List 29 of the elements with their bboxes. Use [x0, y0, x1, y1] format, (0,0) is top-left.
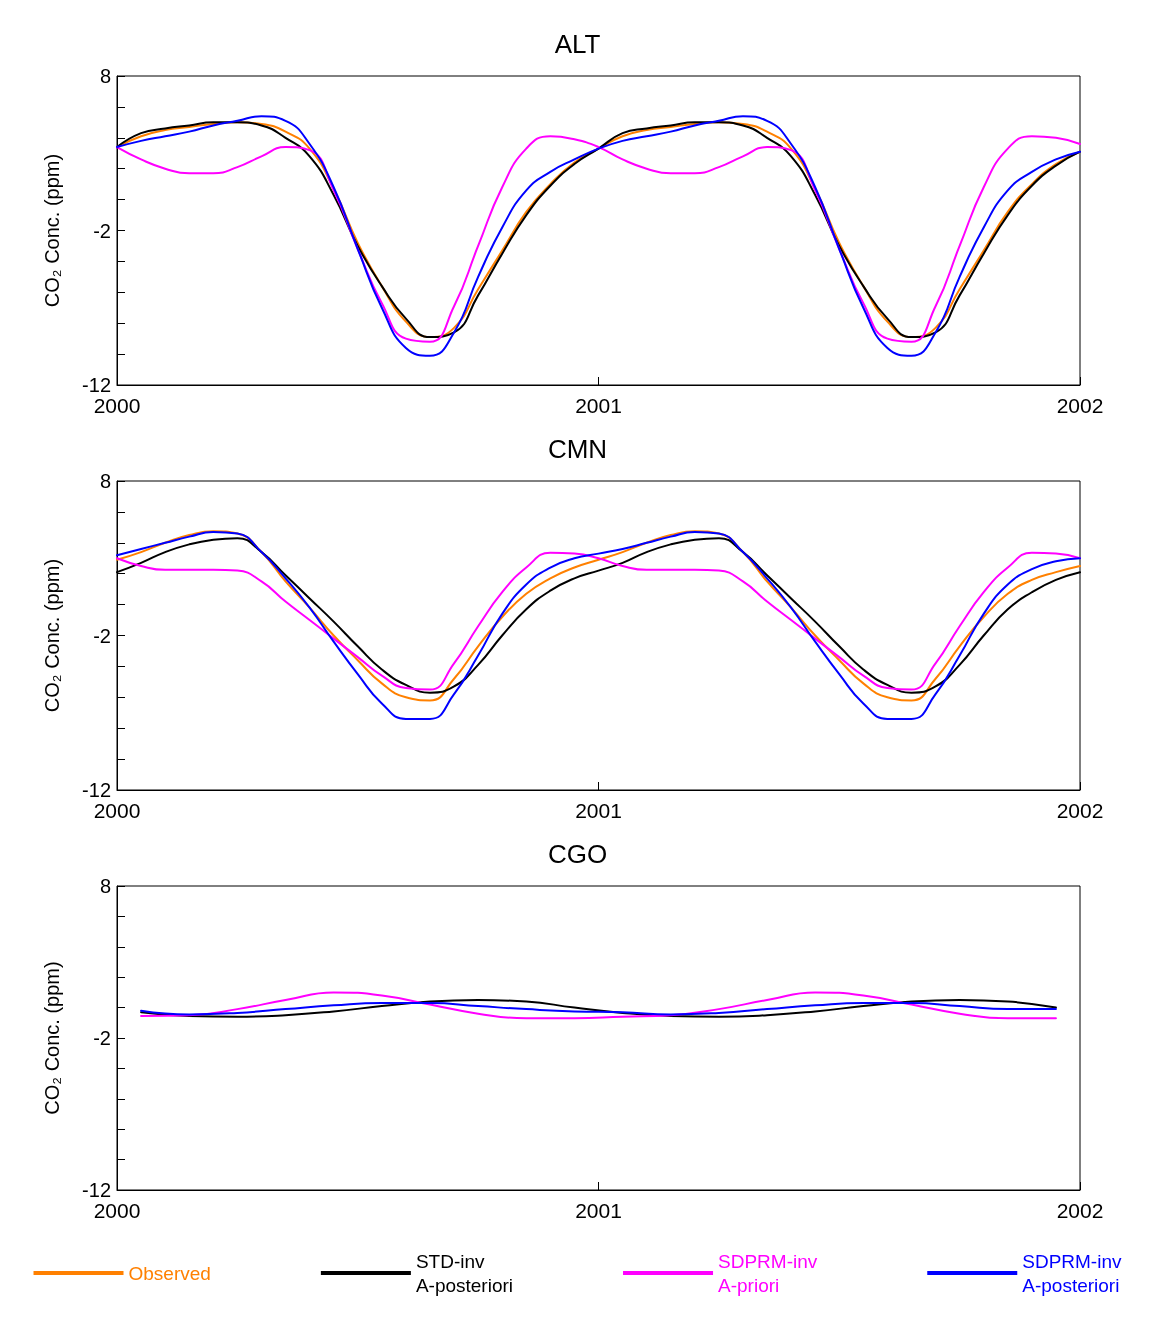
y-tick-label: -2: [93, 1027, 111, 1049]
x-tick-label: 2002: [1056, 799, 1104, 822]
x-tick-label: 2001: [575, 1199, 622, 1222]
y-tick-label: -2: [93, 219, 111, 242]
x-tick-label: 2001: [575, 799, 622, 822]
x-tick-label: 2000: [93, 799, 141, 822]
legend-label: SDPRM-inv A-priori: [718, 1250, 818, 1296]
y-tick-label: 8: [99, 875, 111, 897]
legend-label: STD-inv A-posteriori: [415, 1250, 514, 1296]
x-tick-label: 2001: [575, 394, 622, 417]
x-tick-label: 2002: [1056, 394, 1104, 417]
y-tick-label: 8: [99, 470, 111, 492]
y-tick-label: -12: [82, 1179, 111, 1201]
y-axis-title: CO₂ Conc. (ppm): [41, 961, 63, 1115]
chart-title: CGO: [547, 839, 608, 869]
y-tick-label: 8: [99, 65, 111, 87]
y-tick-label: -12: [82, 374, 111, 396]
y-tick-label: -2: [93, 624, 111, 647]
y-tick-label: -12: [82, 779, 111, 801]
y-axis-title: CO₂ Conc. (ppm): [41, 153, 63, 308]
legend-label: SDPRM-inv A-posteriori: [1022, 1250, 1122, 1296]
y-axis-title: CO₂ Conc. (ppm): [41, 558, 63, 713]
legend-label: Observed: [128, 1262, 211, 1284]
chart-title: CMN: [547, 434, 608, 464]
chart-title: ALT: [554, 29, 601, 59]
line-series: [140, 991, 1057, 1020]
x-tick-label: 2002: [1056, 1199, 1104, 1222]
x-tick-label: 2000: [93, 394, 141, 417]
x-tick-label: 2000: [93, 1199, 141, 1222]
